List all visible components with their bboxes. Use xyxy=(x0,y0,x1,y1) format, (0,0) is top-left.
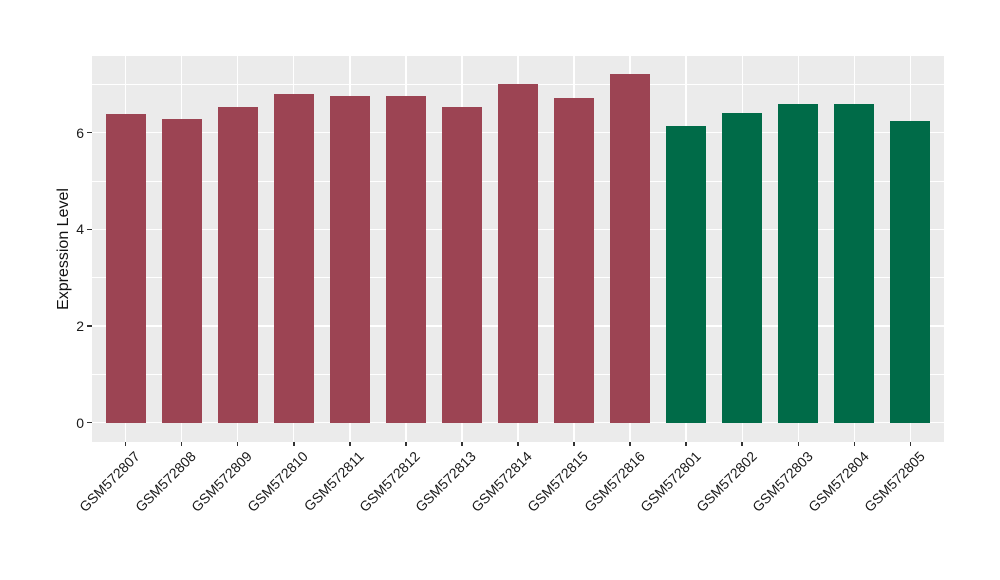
x-tick-mark-GSM572815 xyxy=(573,442,575,446)
y-tick-mark-4 xyxy=(87,228,92,231)
bar-GSM572816 xyxy=(610,73,651,423)
x-tick-mark-GSM572811 xyxy=(349,442,351,446)
bar-GSM572803 xyxy=(778,103,819,423)
y-tick-mark-0 xyxy=(87,421,92,424)
y-tick-label-4: 4 xyxy=(76,221,84,238)
bar-GSM572804 xyxy=(834,103,875,423)
y-tick-mark-2 xyxy=(87,325,92,327)
bar-GSM572813 xyxy=(441,106,482,423)
bar-GSM572808 xyxy=(161,118,202,423)
x-tick-mark-GSM572810 xyxy=(293,442,295,446)
x-tick-mark-GSM572802 xyxy=(741,442,743,446)
bar-GSM572809 xyxy=(217,107,258,423)
x-tick-mark-GSM572803 xyxy=(797,442,799,446)
y-tick-label-0: 0 xyxy=(76,414,84,431)
x-tick-mark-GSM572808 xyxy=(180,442,183,446)
x-tick-mark-GSM572809 xyxy=(236,442,239,446)
bar-GSM572811 xyxy=(329,96,370,423)
bar-GSM572802 xyxy=(722,112,763,423)
x-tick-mark-GSM572814 xyxy=(517,442,519,446)
x-tick-mark-GSM572801 xyxy=(685,442,687,446)
plot-panel xyxy=(92,56,944,442)
x-tick-mark-GSM572813 xyxy=(461,442,463,446)
x-tick-mark-GSM572805 xyxy=(909,442,912,446)
x-tick-mark-GSM572804 xyxy=(853,442,856,446)
y-tick-label-6: 6 xyxy=(76,124,84,141)
bar-GSM572805 xyxy=(890,120,931,423)
y-tick-label-2: 2 xyxy=(76,318,84,335)
y-tick-mark-6 xyxy=(87,131,92,134)
x-tick-mark-GSM572816 xyxy=(629,442,631,446)
bar-GSM572814 xyxy=(498,83,538,423)
x-tick-mark-GSM572807 xyxy=(124,442,127,446)
bar-GSM572815 xyxy=(554,98,595,423)
bar-GSM572812 xyxy=(385,96,426,423)
bar-GSM572807 xyxy=(105,113,146,423)
bar-GSM572801 xyxy=(666,126,707,423)
bar-GSM572810 xyxy=(273,94,314,423)
x-tick-mark-GSM572812 xyxy=(405,442,407,446)
y-axis-title: Expression Level xyxy=(55,188,72,310)
